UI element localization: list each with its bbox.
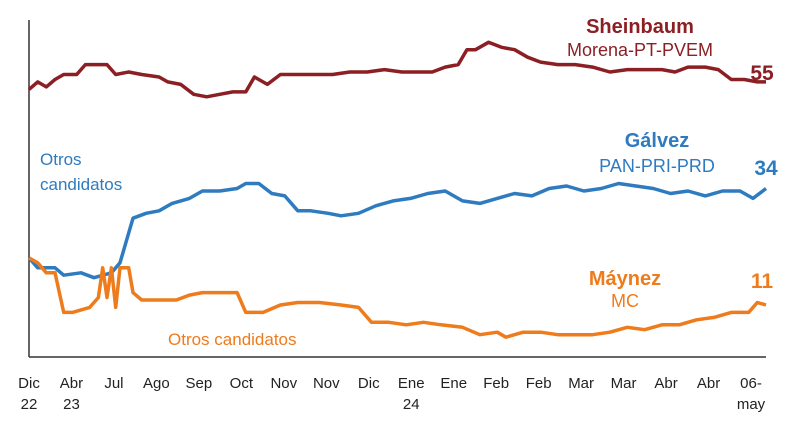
x-tick-label: Nov — [313, 375, 340, 392]
x-tick-label: Mar — [568, 375, 594, 392]
x-tick-label: Abr — [654, 375, 677, 392]
series-label-maynez: Máynez — [589, 268, 661, 290]
series-label-sheinbaum: Sheinbaum — [586, 16, 694, 38]
x-tick-label: Feb — [483, 375, 509, 392]
x-tick-label-sub: 24 — [403, 396, 420, 413]
x-tick-label-sub: may — [737, 396, 766, 413]
x-tick-label: Mar — [611, 375, 637, 392]
x-tick-label-sub: 23 — [63, 396, 80, 413]
x-tick-label: Abr — [60, 375, 83, 392]
x-tick-label: Oct — [230, 375, 254, 392]
x-tick-label: Ene — [440, 375, 467, 392]
series-party-sheinbaum: Morena-PT-PVEM — [567, 40, 713, 60]
end-value-sheinbaum: 55 — [750, 62, 774, 85]
series-party-maynez: MC — [611, 291, 639, 311]
x-tick-label: Jul — [104, 375, 123, 392]
series-line-galvez — [27, 181, 768, 280]
annotation-otros-candidatos-blue: Otros candidatos — [40, 150, 122, 194]
series-party-galvez: PAN-PRI-PRD — [599, 156, 715, 176]
series-line-sheinbaum — [27, 40, 766, 99]
end-value-galvez: 34 — [754, 157, 778, 180]
x-tick-label: Abr — [697, 375, 720, 392]
series-label-galvez: Gálvez — [625, 130, 689, 152]
x-tick-label: Sep — [186, 375, 213, 392]
x-tick-label: Ene — [398, 375, 425, 392]
x-tick-label: Ago — [143, 375, 170, 392]
x-axis-ticks: Dic 22 Abr 23 Jul Ago Sep Oct Nov Nov Dic Ene 24 Ene F… — [18, 375, 766, 413]
x-tick-label: Nov — [270, 375, 297, 392]
series-line-maynez — [28, 256, 767, 339]
x-tick-label-sub: 22 — [21, 396, 38, 413]
x-tick-label: Dic — [18, 375, 40, 392]
x-tick-label: Feb — [526, 375, 552, 392]
x-tick-label: 06- — [740, 375, 762, 392]
end-value-maynez: 11 — [751, 270, 774, 293]
annotation-otros-candidatos-orange: Otros candidatos — [168, 330, 297, 349]
x-tick-label: Dic — [358, 375, 380, 392]
